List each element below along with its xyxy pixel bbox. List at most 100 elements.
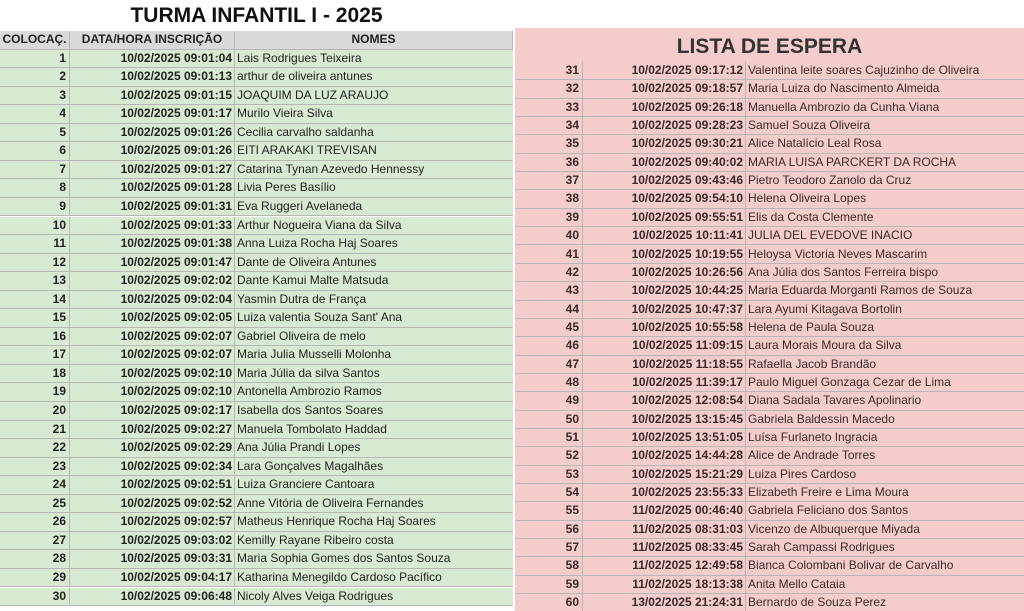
rank: 18 [0, 364, 70, 383]
date-time: 10/02/2025 09:02:10 [70, 364, 235, 383]
name: Maria Eduarda Morganti Ramos de Souza [748, 283, 973, 298]
rank: 4 [0, 105, 70, 123]
date-time: 10/02/2025 09:43:46 [583, 172, 746, 190]
rank: 45 [515, 318, 583, 337]
rank: 30 [0, 587, 70, 606]
rank: 23 [0, 457, 70, 476]
rank: 39 [515, 208, 583, 227]
rank: 34 [515, 117, 583, 135]
rank: 60 [515, 594, 583, 611]
date-time: 10/02/2025 09:02:04 [70, 290, 235, 309]
table-row: 35 10/02/2025 09:30:21 Alice Natalício Lea… [515, 135, 1024, 154]
date-time: 10/02/2025 09:02:34 [70, 457, 235, 476]
column-header: COLOCAÇ. [0, 31, 70, 49]
rank: 21 [0, 420, 70, 439]
date-time: 10/02/2025 10:11:41 [583, 227, 746, 245]
name: Alice Natalício Leal Rosa [748, 136, 882, 151]
table-row: 19 10/02/2025 09:02:10 Antonella Ambrozio … [0, 383, 513, 402]
rank: 16 [0, 327, 70, 346]
name: Rafaella Jacob Brandão [748, 356, 877, 371]
name: EITI ARAKAKI TREVISAN [237, 143, 377, 158]
table-row: 36 10/02/2025 09:40:02 MARIA LUISA PARCKER… [515, 153, 1024, 173]
rank: 7 [0, 160, 70, 179]
name: Cecilia carvalho saldanha [237, 124, 374, 139]
rank: 2 [0, 68, 70, 86]
name: Anna Luiza Rocha Haj Soares [237, 236, 398, 251]
date-time: 10/02/2025 13:51:05 [583, 429, 746, 447]
table-row: 12 10/02/2025 09:01:47 Dante de Oliveira A… [0, 253, 513, 273]
table-row: 38 10/02/2025 09:54:10 Helena Oliveira Lop… [515, 190, 1024, 209]
date-time: 10/02/2025 09:01:38 [70, 235, 235, 253]
table-row: 51 10/02/2025 13:51:05 Luísa Furlaneto Ing… [515, 429, 1024, 448]
name: Heloysa Victoria Neves Mascarim [748, 246, 928, 261]
date-time: 10/02/2025 09:40:02 [583, 153, 746, 172]
date-time: 10/02/2025 09:02:57 [70, 513, 235, 531]
date-time: 10/02/2025 11:39:17 [583, 373, 746, 392]
rank: 57 [515, 539, 583, 557]
table-row: 27 10/02/2025 09:03:02 Kemilly Rayane Ribe… [0, 531, 513, 551]
date-time: 11/02/2025 00:46:40 [583, 502, 746, 520]
date-time: 10/02/2025 09:54:10 [583, 190, 746, 208]
name: Livia Peres Basílio [237, 180, 336, 195]
rank: 42 [515, 263, 583, 282]
name: Samuel Souza Oliveira [748, 118, 871, 133]
name: Isabella dos Santos Soares [237, 403, 384, 417]
class-list: TURMA INFANTIL I - 2025 COLOCAÇ. DATA/HOR… [0, 4, 513, 607]
date-time: 10/02/2025 09:02:07 [70, 327, 235, 346]
name: Maria Júlia da silva Santos [237, 365, 380, 380]
rank: 47 [515, 355, 583, 373]
rank: 22 [0, 439, 70, 457]
rank: 44 [515, 300, 583, 318]
rank: 9 [0, 197, 70, 216]
rank: 55 [515, 502, 583, 520]
name: Ana Júlia dos Santos Ferreira bispo [748, 264, 939, 279]
name: Pietro Teodoro Zanolo da Cruz [748, 173, 912, 188]
date-time: 11/02/2025 08:31:03 [583, 520, 746, 539]
table-row: 43 10/02/2025 10:44:25 Maria Eduarda Morga… [515, 282, 1024, 301]
name: Lara Gonçalves Magalhães [237, 458, 384, 473]
name: Laura Morais Moura da Silva [748, 338, 902, 353]
rank: 58 [515, 557, 583, 575]
rank: 59 [515, 575, 583, 594]
date-time: 10/02/2025 09:26:18 [583, 98, 746, 117]
rank: 36 [515, 153, 583, 172]
name: Bernardo de Souza Perez [748, 595, 887, 610]
date-time: 10/02/2025 09:01:26 [70, 142, 235, 160]
list-title: TURMA INFANTIL I - 2025 [130, 4, 383, 27]
rank: 14 [0, 290, 70, 309]
table-row: 16 10/02/2025 09:02:07 Gabriel Oliveira de… [0, 327, 513, 347]
name: Luiza valentia Souza Sant' Ana [237, 310, 403, 325]
name: Anita Mello Cataia [748, 576, 846, 591]
name: Paulo Miguel Gonzaga Cezar de Lima [748, 374, 951, 389]
rank: 26 [0, 513, 70, 531]
table-row: 37 10/02/2025 09:43:46 Pietro Teodoro Zano… [515, 172, 1024, 191]
table-row: 17 10/02/2025 09:02:07 Maria Julia Mussell… [0, 346, 513, 365]
rank: 56 [515, 520, 583, 539]
rank: 54 [515, 484, 583, 502]
name: Lara Ayumi Kitagava Bortolin [748, 301, 902, 316]
table-row: 13 10/02/2025 09:02:02 Dante Kamui Malte M… [0, 272, 513, 291]
date-time: 10/02/2025 11:18:55 [583, 355, 746, 373]
date-time: 10/02/2025 09:02:52 [70, 494, 235, 513]
name: Gabriela Baldessin Macedo [748, 411, 895, 426]
name: Maria Sophia Gomes dos Santos Souza [237, 551, 451, 566]
rank: 5 [0, 123, 70, 142]
name: Manuela Tombolato Haddad [237, 421, 387, 436]
name: Elizabeth Freire e Lima Moura [748, 485, 909, 500]
date-time: 10/02/2025 09:04:17 [70, 568, 235, 587]
date-time: 13/02/2025 21:24:31 [583, 594, 746, 611]
rank: 52 [515, 447, 583, 465]
table-row: 58 11/02/2025 12:49:58 Bianca Colombani Bo… [515, 557, 1024, 576]
date-time: 10/02/2025 09:06:48 [70, 587, 235, 606]
rank: 50 [515, 410, 583, 428]
name: Arthur Nogueira Viana da Silva [237, 217, 402, 232]
table-row: 48 10/02/2025 11:39:17 Paulo Miguel Gonzag… [515, 373, 1024, 393]
table-row: 18 10/02/2025 09:02:10 Maria Júlia da silv… [0, 364, 513, 384]
date-time: 10/02/2025 10:19:55 [583, 245, 746, 263]
rank: 29 [0, 568, 70, 587]
table-row: 15 10/02/2025 09:02:05 Luiza valentia Souz… [0, 309, 513, 328]
date-time: 10/02/2025 09:02:29 [70, 439, 235, 457]
rank: 15 [0, 309, 70, 327]
table-row: 47 10/02/2025 11:18:55 Rafaella Jacob Bran… [515, 355, 1024, 374]
